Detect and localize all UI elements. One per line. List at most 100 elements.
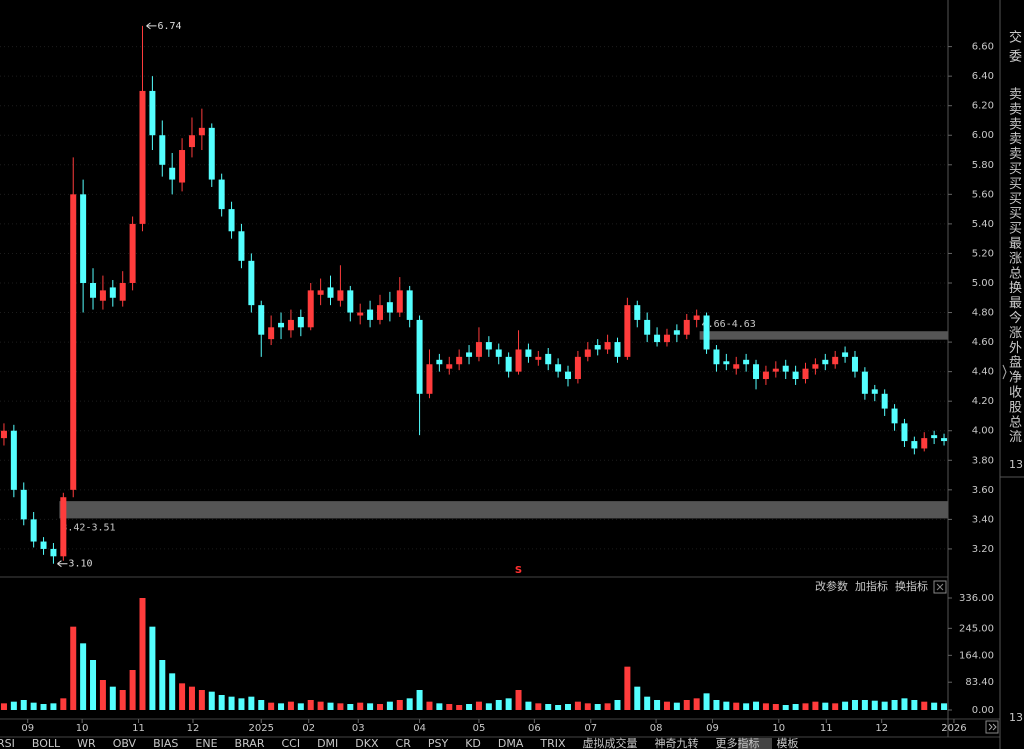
tab[interactable]: CR	[396, 737, 412, 749]
candle-body	[753, 364, 760, 380]
volume-bar	[812, 701, 819, 710]
candle-body	[188, 135, 195, 148]
candle-body	[139, 90, 146, 224]
candle-body	[376, 305, 383, 320]
volume-bar	[119, 690, 126, 710]
candle-body	[822, 359, 829, 365]
volume-bar	[713, 700, 720, 710]
volume-button[interactable]: 改参数	[815, 579, 848, 593]
tab[interactable]: TRIX	[539, 737, 566, 749]
scroll-box[interactable]	[985, 720, 999, 734]
volume-bar	[822, 702, 829, 710]
candle-body	[466, 352, 473, 357]
zone-label: 3.42-3.51	[61, 522, 115, 533]
volume-bar	[20, 700, 27, 710]
close-icon	[936, 583, 944, 591]
side-label: 卖	[1009, 88, 1022, 103]
candle-body	[60, 497, 67, 557]
candle-body	[367, 309, 374, 320]
candle-body	[634, 305, 641, 320]
side-label: 委	[1009, 50, 1022, 65]
volume-bar	[555, 705, 562, 710]
candle-body	[743, 359, 750, 365]
y-tick-label: 4.80	[972, 308, 994, 319]
tab[interactable]: DMI	[317, 737, 338, 749]
tab[interactable]: 模板	[777, 736, 799, 749]
volume-bar	[871, 700, 878, 710]
volume-bar	[931, 702, 938, 710]
volume-bar	[278, 703, 285, 710]
volume-tick-label: 83.40	[965, 677, 994, 688]
x-tick-label: 02	[302, 723, 315, 734]
tab[interactable]: OBV	[113, 737, 137, 749]
tab[interactable]: KD	[465, 737, 481, 749]
candle-body	[683, 319, 690, 335]
volume-bar	[733, 702, 740, 710]
volume-bar	[99, 680, 106, 710]
volume-bar	[179, 683, 186, 710]
x-tick-label: 05	[473, 723, 486, 734]
y-tick-label: 6.00	[972, 130, 994, 141]
side-label: 卖	[1009, 132, 1022, 147]
tab[interactable]: BRAR	[235, 737, 265, 749]
volume-bar	[881, 701, 888, 710]
volume-bar	[347, 704, 354, 710]
volume-bar	[426, 701, 433, 710]
tab[interactable]: CCI	[281, 737, 300, 749]
volume-bar	[0, 703, 7, 710]
tab[interactable]: DMA	[498, 737, 524, 749]
tab[interactable]: WR	[77, 737, 96, 749]
volume-bar	[376, 704, 383, 710]
volume-bar	[515, 690, 522, 710]
volume-bar	[159, 660, 166, 710]
tab[interactable]: RSI	[0, 737, 15, 749]
volume-bar	[772, 704, 779, 710]
tab[interactable]: 神奇九转	[655, 736, 699, 749]
tab[interactable]: DKX	[355, 737, 379, 749]
side-label: 盘	[1009, 355, 1022, 371]
volume-bar	[228, 696, 235, 710]
tab[interactable]: 更多指标	[716, 736, 760, 749]
candle-body	[307, 290, 314, 328]
candle-body	[614, 342, 621, 357]
candle-body	[495, 349, 502, 357]
volume-bar	[535, 703, 542, 710]
x-tick-label: 12	[875, 723, 888, 734]
volume-bar	[624, 666, 631, 710]
volume-bar	[505, 698, 512, 710]
tab[interactable]: 虚拟成交量	[583, 736, 638, 749]
volume-bar	[545, 704, 552, 710]
close-box[interactable]	[933, 580, 947, 594]
side-label: 换	[1009, 281, 1022, 296]
candle-body	[327, 287, 334, 298]
volume-bar	[832, 703, 839, 710]
candle-body	[555, 364, 562, 372]
tab[interactable]: PSY	[428, 737, 449, 749]
side-label: 买	[1009, 177, 1022, 192]
volume-bar	[198, 690, 205, 710]
volume-button[interactable]: 加指标	[855, 579, 888, 593]
volume-tick-label: 0.00	[972, 705, 994, 716]
candle-body	[515, 349, 522, 372]
volume-tick-label: 336.00	[959, 593, 994, 604]
tab[interactable]: ENE	[195, 737, 217, 749]
side-number: 13	[1009, 711, 1023, 724]
collapse-arrow[interactable]	[1002, 364, 1007, 380]
candle-body	[891, 408, 898, 424]
volume-bar	[753, 701, 760, 710]
volume-bar	[941, 703, 948, 710]
tab[interactable]: BIAS	[153, 737, 178, 749]
annotation-arrow	[57, 560, 68, 568]
candle-body	[149, 90, 156, 136]
side-label: 卖	[1009, 117, 1022, 132]
tab[interactable]: BOLL	[32, 737, 61, 749]
candle-body	[129, 223, 136, 283]
candle-body	[30, 519, 37, 542]
volume-bar	[139, 598, 146, 710]
volume-bar	[485, 703, 492, 710]
x-tick-label: 11	[132, 723, 145, 734]
volume-bar	[723, 701, 730, 710]
y-tick-label: 5.40	[972, 219, 994, 230]
volume-button[interactable]: 换指标	[895, 579, 928, 593]
